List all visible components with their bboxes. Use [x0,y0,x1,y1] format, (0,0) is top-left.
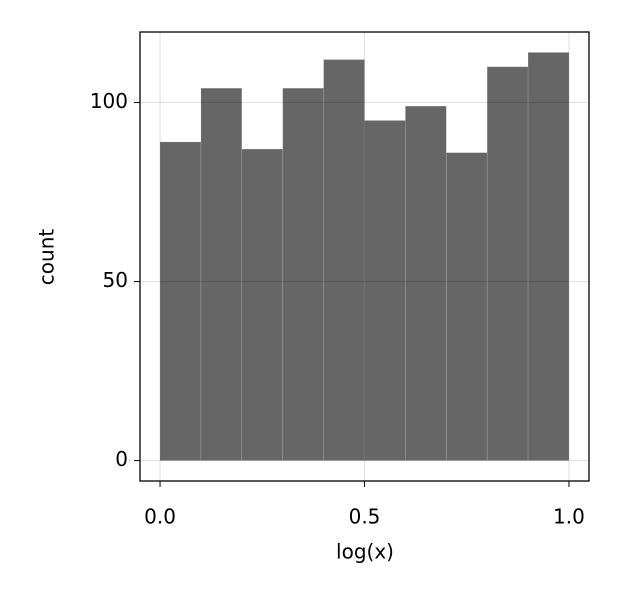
y-tick-label: 100 [90,89,128,113]
x-axis-label: log(x) [336,540,394,564]
bar [445,152,488,461]
bar [200,87,243,461]
bar [527,52,570,461]
bar [241,148,284,461]
y-axis-label: count [35,229,59,286]
bar [323,59,365,461]
bar [404,105,447,461]
y-tick-label: 0 [115,447,128,471]
bar [364,120,406,461]
x-tick-label: 1.0 [553,505,585,529]
y-tick-label: 50 [103,268,128,292]
x-tick-label: 0.5 [349,505,381,529]
bar [282,87,325,461]
plot-frame [139,31,590,482]
bar [159,141,202,461]
bar [486,66,529,461]
x-tick-label: 0.0 [144,505,176,529]
